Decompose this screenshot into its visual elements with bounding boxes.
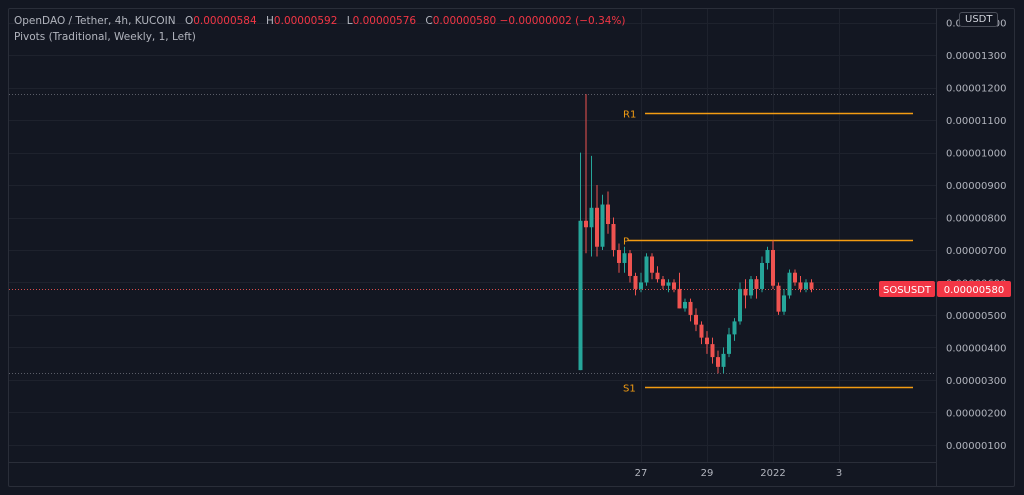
legend-open-key: O [184,15,194,27]
candle-body [809,282,814,289]
candle-body [710,344,715,358]
candle-body [793,272,797,283]
chart-legend: OpenDAO / Tether, 4h, KUCOIN O0.00000584… [14,13,626,45]
candle-body [716,357,720,367]
candle-body [705,337,709,345]
price-tick-label: 0.00000300 [946,376,1006,387]
last-price-label: 0.00000580 [944,285,1004,296]
last-price-badges: SOSUSDT 0.00000580 [879,281,1011,297]
pivot-label-s1: S1 [623,384,636,395]
candle-body [650,256,654,273]
legend-close-value: 0.00000580 [432,15,497,27]
pivot-lines: R1 P S1 [623,110,913,395]
candle-body [694,314,698,325]
candle-body [622,253,627,263]
candle-body [798,282,803,289]
time-axis[interactable]: 27 29 2022 3 [635,468,843,479]
price-tick-label: 0.00000800 [946,214,1006,225]
legend-close-key: C [425,15,433,27]
candle-body [749,279,753,296]
last-price-badge [937,281,1011,297]
legend-low-value: 0.00000576 [352,15,417,27]
candle-body [776,285,781,312]
legend-ohlc-row: OpenDAO / Tether, 4h, KUCOIN O0.00000584… [14,13,626,29]
time-tick-label: 27 [635,468,648,479]
candle-body [727,334,731,354]
price-tick-label: 0.00001300 [946,51,1006,62]
legend-high-key: H [266,15,274,27]
legend-title: OpenDAO / Tether, 4h, KUCOIN [14,15,176,27]
candle-body [628,253,632,276]
candle-body [699,324,704,338]
legend-open-value: 0.00000584 [193,15,257,27]
indicator-label[interactable]: Pivots (Traditional, Weekly, 1, Left) [14,31,196,43]
price-tick-label: 0.00000200 [946,408,1006,419]
candle-body [661,279,665,286]
candles [578,94,814,374]
candle-body [754,279,759,289]
candle-body [677,288,682,309]
candle-body [666,282,671,286]
price-tick-label: 0.00000900 [946,181,1006,192]
crosshair-lines [9,94,936,374]
price-tick-label: 0.00000100 [946,441,1006,452]
price-tick-label: 0.00001100 [946,116,1006,127]
candle-body [617,249,621,263]
grid [9,9,937,486]
candle-body [655,272,660,280]
candle-body [611,224,616,250]
symbol-badge-label: SOSUSDT [883,285,932,296]
candle-body [787,272,792,296]
time-tick-label: 29 [701,468,714,479]
legend-low-key: L [346,15,353,27]
price-axis[interactable]: 0.00000100 0.00000200 0.00000300 0.00000400… [946,19,1006,452]
price-tick-label: 0.00000500 [946,311,1006,322]
price-tick-label: 0.00000700 [946,246,1006,257]
candle-body [589,207,594,228]
candle-body [782,295,786,312]
candle-body [804,282,808,289]
candle-body [584,220,588,228]
candle-body [633,275,638,289]
price-tick-label: 0.00000400 [946,343,1006,354]
time-tick-label: 2022 [760,468,785,479]
currency-badge[interactable]: USDT [959,12,999,27]
candle-body [600,204,605,247]
candle-body [743,288,748,296]
candle-body [771,249,775,286]
candle-body [639,282,643,289]
chart-frame [8,8,1015,487]
candle-body [606,204,610,225]
candle-body [578,220,583,371]
legend-high-value: 0.00000592 [273,15,338,27]
candle-body [595,207,599,247]
candle-body [721,353,726,367]
time-tick-label: 3 [836,468,842,479]
candle-body [738,288,742,322]
candle-body [760,262,764,289]
pivot-label-r1: R1 [623,110,636,121]
candle-body [765,249,770,263]
legend-indicator-row[interactable]: Pivots (Traditional, Weekly, 1, Left) [14,29,626,45]
symbol-badge [879,281,935,297]
price-tick-label: 0.00001000 [946,149,1006,160]
candle-body [683,301,687,309]
candle-body [688,301,693,315]
pivot-label-p: P [623,237,629,248]
legend-change: −0.00000002 (−0.34%) [499,15,626,27]
candle-body [644,256,649,283]
candle-body [732,321,737,335]
candle-body [672,282,676,289]
price-tick-label: 0.00001200 [946,84,1006,95]
